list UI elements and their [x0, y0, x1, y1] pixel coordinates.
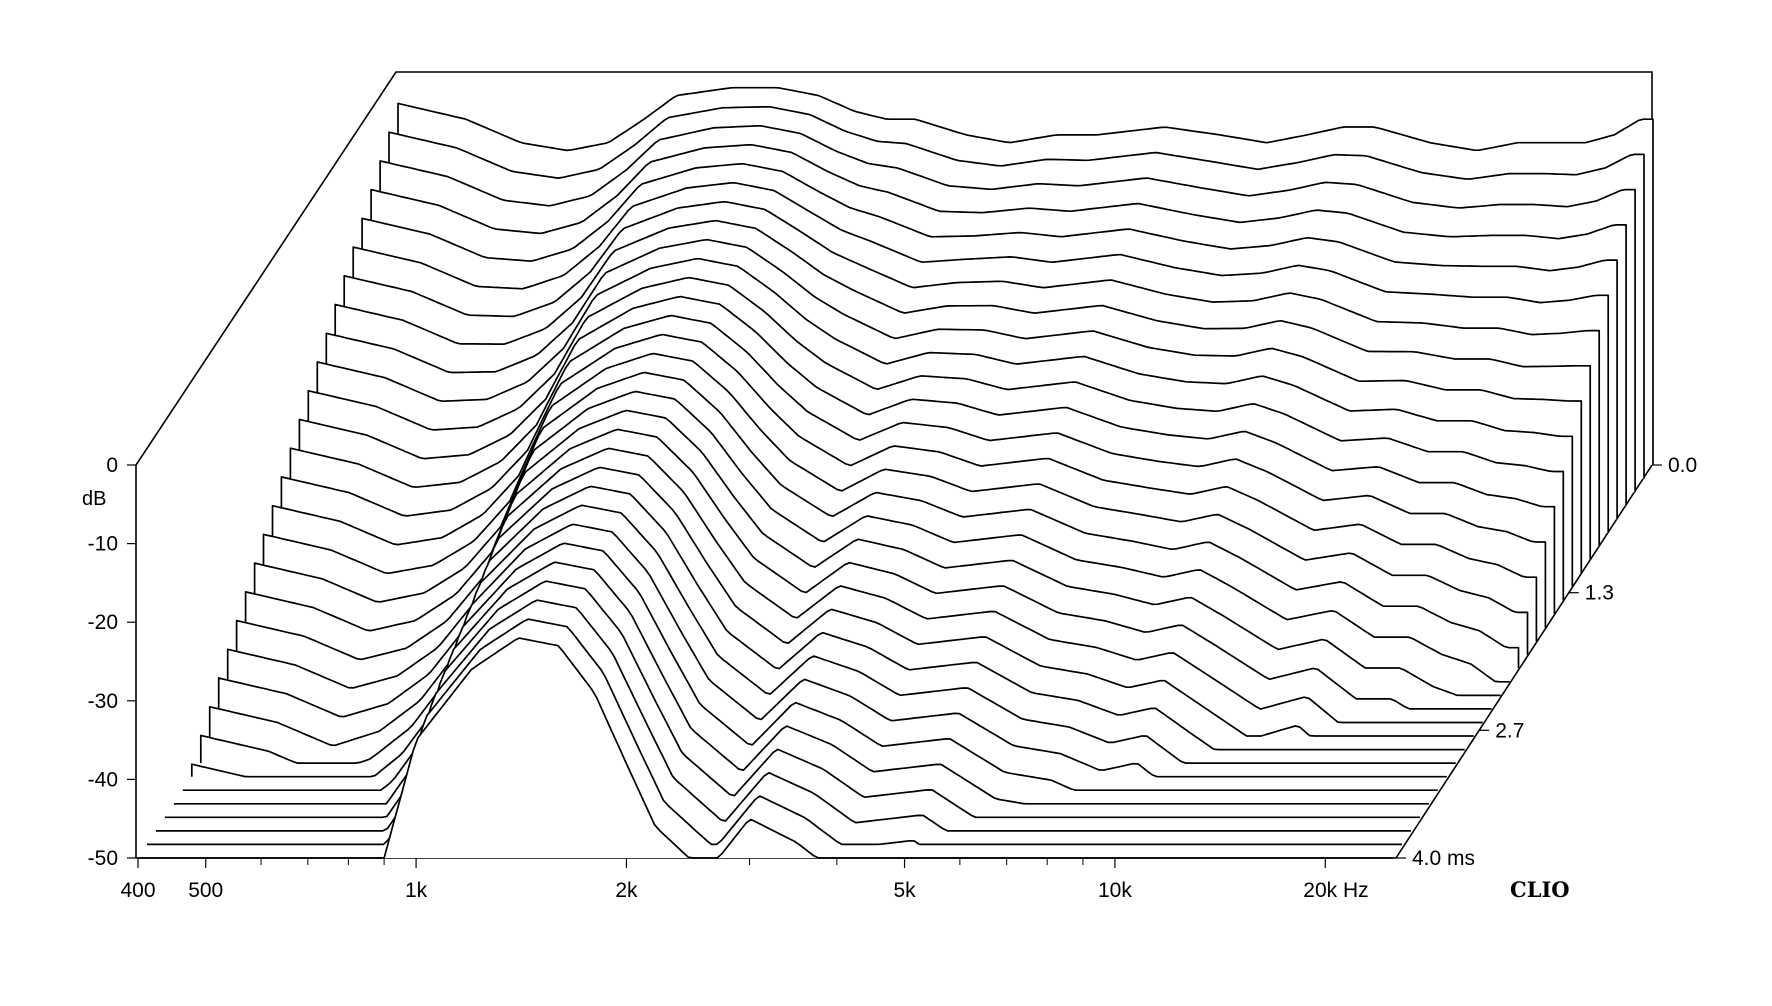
z-tick-label: 2.7 [1495, 719, 1524, 742]
decay-slice [138, 637, 1393, 859]
x-tick-label: 1k [405, 879, 428, 902]
decay-slices [138, 86, 1654, 859]
x-tick-label: 2k [615, 879, 638, 902]
decay-slice-line [155, 599, 1411, 832]
decay-slice-line [235, 428, 1492, 710]
x-tick-label: 5k [893, 879, 916, 902]
decay-slice-line [199, 504, 1456, 764]
x-tick-label: 20k Hz [1303, 879, 1368, 902]
decay-slice-line [190, 523, 1447, 778]
decay-slice-fill [138, 638, 1393, 858]
z-tick-label: 4.0 ms [1412, 847, 1475, 870]
decay-slice-line [388, 105, 1645, 479]
decay-slice-line [397, 86, 1654, 465]
x-tick-label: 500 [188, 879, 223, 902]
y-tick-label: -40 [88, 768, 118, 791]
level-axis: dB 0 -10 -20 -30 -40 -50 [82, 454, 136, 870]
decay-slice-line [280, 333, 1538, 642]
y-tick-label: -30 [88, 690, 118, 713]
decay-slice-line [244, 409, 1501, 697]
y-tick-label: -10 [88, 533, 118, 556]
decay-slice-line [182, 542, 1438, 792]
decay-slice-line [262, 371, 1520, 669]
decay-slice-line [325, 238, 1583, 574]
decay-slice-line [316, 257, 1574, 587]
decay-slice-line [217, 466, 1474, 737]
right-depth-edge [1395, 464, 1653, 859]
frequency-axis: 400 500 1k 2k 5k 10k 20k Hz [120, 858, 1369, 902]
y-tick-label: -50 [88, 847, 118, 870]
x-tick-label: 10k [1098, 879, 1132, 902]
decay-slice-line [361, 162, 1618, 520]
decay-slice-line [370, 144, 1627, 506]
z-tick-label: 1.3 [1585, 582, 1614, 605]
y-axis-label: dB [82, 488, 106, 510]
decay-slice-line [298, 295, 1556, 615]
decay-slice-line [164, 580, 1420, 819]
clio-brand-label: CLIO [1510, 877, 1570, 902]
decay-slice-line [379, 124, 1636, 493]
x-tick-label: 400 [120, 879, 155, 902]
decay-slice-line [208, 485, 1465, 751]
decay-slice-line [343, 200, 1601, 547]
z-tick-label: 0.0 [1668, 454, 1697, 477]
decay-slice-line [226, 447, 1483, 724]
decay-slice-line [352, 181, 1610, 533]
decay-slice-line [138, 637, 1393, 859]
time-axis: 0.0 1.3 2.7 4.0 ms [1396, 454, 1697, 870]
decay-slice-line [307, 276, 1565, 601]
decay-slice-line [173, 561, 1429, 805]
y-tick-label: 0 [106, 454, 118, 477]
decay-slice-line [271, 352, 1529, 655]
decay-slice-line [334, 219, 1592, 560]
y-tick-label: -20 [88, 611, 118, 634]
decay-slice-line [289, 314, 1547, 628]
decay-slice-line [147, 618, 1402, 846]
decay-slice-line [253, 390, 1510, 683]
